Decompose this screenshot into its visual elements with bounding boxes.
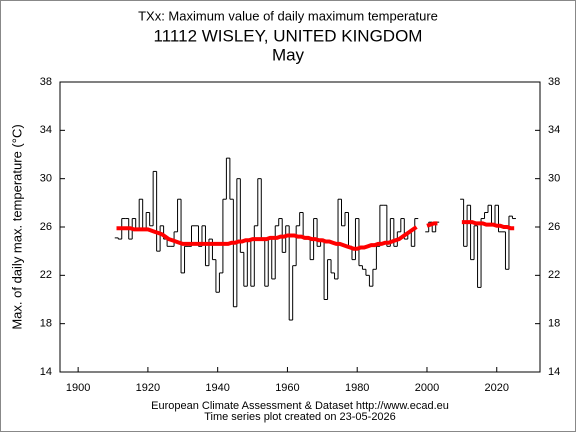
y-tick-label: 18 <box>40 318 52 330</box>
footer-line: Time series plot created on 23-05-2026 <box>204 411 396 423</box>
footer-line: European Climate Assessment & Dataset ht… <box>151 400 449 412</box>
chart-title: TXx: Maximum value of daily maximum temp… <box>138 8 438 23</box>
x-tick-label: 2000 <box>415 382 439 394</box>
y-tick-label-right: 26 <box>548 221 560 233</box>
y-tick-label-right: 22 <box>548 269 560 281</box>
y-axis-label: Max. of daily max. temperature (°C) <box>9 124 24 329</box>
month-label: May <box>272 45 305 64</box>
y-tick-label-right: 18 <box>548 318 560 330</box>
y-tick-label-right: 38 <box>548 76 560 88</box>
y-tick-label: 38 <box>40 76 52 88</box>
x-tick-label: 1980 <box>345 382 369 394</box>
y-tick-label: 30 <box>40 173 52 185</box>
y-tick-label-right: 34 <box>548 124 560 136</box>
x-tick-label: 2020 <box>485 382 509 394</box>
y-tick-label-right: 30 <box>548 173 560 185</box>
y-tick-label: 22 <box>40 269 52 281</box>
x-tick-label: 1900 <box>66 382 90 394</box>
y-tick-label-right: 14 <box>548 366 560 378</box>
y-tick-label: 26 <box>40 221 52 233</box>
x-tick-label: 1960 <box>275 382 299 394</box>
x-tick-label: 1920 <box>136 382 160 394</box>
smooth-line <box>116 220 515 251</box>
y-tick-label: 34 <box>40 124 52 136</box>
x-tick-label: 1940 <box>205 382 229 394</box>
chart-subtitle: 11112 WISLEY, UNITED KINGDOM <box>154 26 423 45</box>
y-tick-label: 14 <box>40 366 52 378</box>
